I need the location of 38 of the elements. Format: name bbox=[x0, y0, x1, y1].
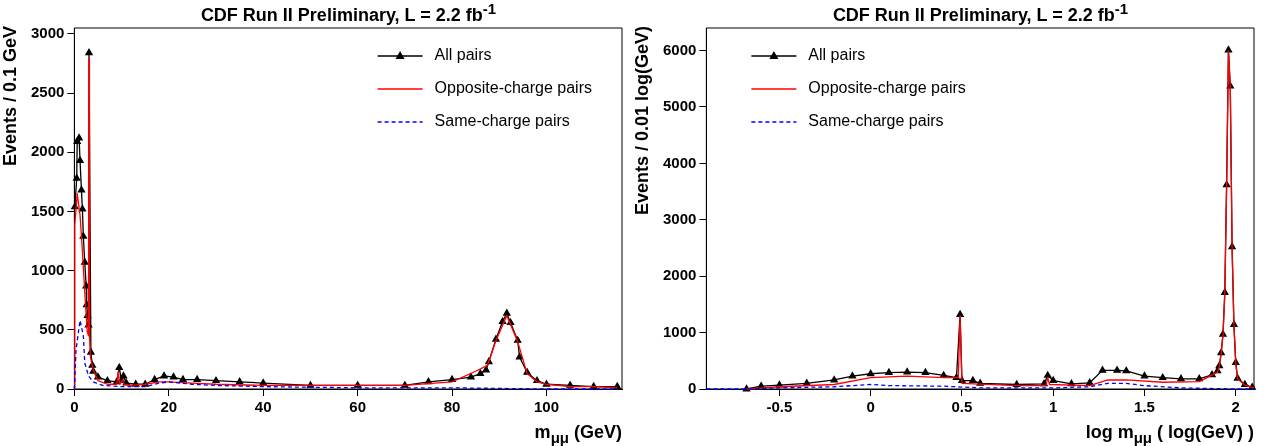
legend-label: Opposite-charge pairs bbox=[434, 79, 593, 97]
x-tick-label: 0 bbox=[866, 398, 875, 416]
x-tick-label: 0 bbox=[70, 398, 79, 416]
y-tick-label: 1000 bbox=[662, 322, 697, 340]
y-tick-label: 4000 bbox=[662, 153, 697, 171]
y-tick-label: 1000 bbox=[30, 260, 65, 278]
legend-label: Opposite-charge pairs bbox=[808, 79, 966, 97]
x-axis-title: m$_{μμ}$ (GeV) bbox=[534, 422, 622, 446]
x-tick-label: 0.5 bbox=[951, 398, 973, 416]
y-tick-label: 5000 bbox=[662, 97, 697, 115]
y-tick-label: 2000 bbox=[662, 266, 697, 284]
x-tick-label: 1.5 bbox=[1134, 398, 1155, 416]
x-axis-title: log m$_{μμ}$ ( log(GeV) ) bbox=[1085, 422, 1254, 446]
legend-label: Same-charge pairs bbox=[808, 112, 944, 130]
y-tick-label: 3000 bbox=[30, 24, 65, 42]
x-tick-label: 60 bbox=[349, 398, 366, 416]
x-tick-label: 1 bbox=[1049, 398, 1058, 416]
y-tick-label: 0 bbox=[56, 379, 65, 397]
y-axis-title: Events / 0.1 GeV bbox=[0, 26, 21, 169]
x-tick-label: 100 bbox=[533, 398, 559, 416]
chart-title: CDF Run II Preliminary, L = 2.2 fb$^{-1}$ bbox=[199, 0, 498, 26]
y-tick-label: 1500 bbox=[30, 201, 65, 219]
y-tick-label: 0 bbox=[688, 379, 697, 397]
y-tick-label: 2000 bbox=[30, 142, 65, 160]
legend-label: All pairs bbox=[434, 46, 492, 64]
x-tick-label: 2 bbox=[1231, 398, 1240, 416]
y-tick-label: 2500 bbox=[30, 83, 65, 101]
x-tick-label: 80 bbox=[443, 398, 461, 416]
legend-label: Same-charge pairs bbox=[434, 112, 570, 130]
y-tick-label: 6000 bbox=[662, 40, 697, 58]
x-tick-label: -0.5 bbox=[766, 398, 793, 416]
y-tick-label: 500 bbox=[39, 319, 65, 337]
y-tick-label: 3000 bbox=[662, 209, 697, 227]
x-tick-label: 40 bbox=[254, 398, 272, 416]
legend-label: All pairs bbox=[808, 46, 866, 64]
x-tick-label: 20 bbox=[160, 398, 178, 416]
chart-title: CDF Run II Preliminary, L = 2.2 fb$^{-1}$ bbox=[831, 0, 1130, 26]
y-axis-title: Events / 0.01 log(GeV) bbox=[632, 26, 653, 218]
